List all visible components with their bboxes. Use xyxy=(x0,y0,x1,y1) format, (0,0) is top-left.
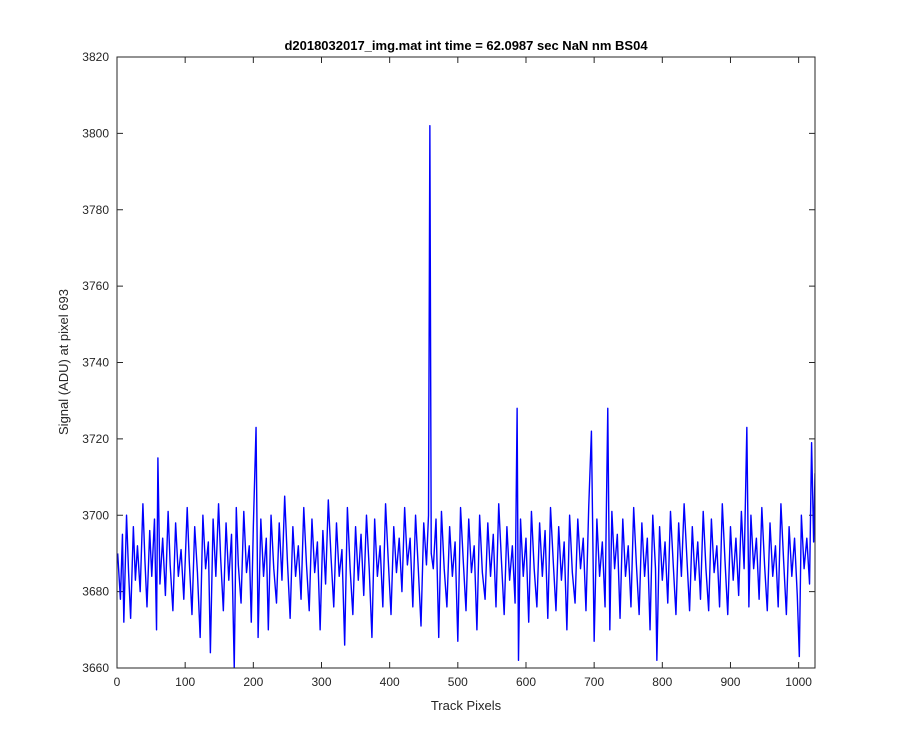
y-tick-label: 3700 xyxy=(82,508,109,522)
chart-title: d2018032017_img.mat int time = 62.0987 s… xyxy=(284,38,648,53)
y-tick-label: 3800 xyxy=(82,126,109,140)
y-axis-label: Signal (ADU) at pixel 693 xyxy=(56,289,71,435)
y-tick-label: 3720 xyxy=(82,432,109,446)
x-tick-label: 600 xyxy=(516,675,536,689)
tick-marks xyxy=(116,56,815,669)
x-tick-label: 1000 xyxy=(785,675,812,689)
y-tick-label: 3760 xyxy=(82,279,109,293)
y-tick-labels: 3660 3680 3700 3720 3740 3760 3780 3800 3820 xyxy=(82,50,109,675)
x-tick-label: 700 xyxy=(584,675,604,689)
y-tick-label: 3820 xyxy=(82,50,109,64)
x-tick-label: 200 xyxy=(243,675,263,689)
x-axis-label: Track Pixels xyxy=(431,698,502,713)
y-tick-label: 3740 xyxy=(82,356,109,370)
x-tick-label: 800 xyxy=(652,675,672,689)
x-tick-label: 300 xyxy=(311,675,331,689)
x-tick-label: 400 xyxy=(380,675,400,689)
y-tick-label: 3780 xyxy=(82,203,109,217)
y-tick-label: 3660 xyxy=(82,661,109,675)
x-tick-label: 0 xyxy=(114,675,121,689)
series-line-0 xyxy=(117,125,815,668)
x-tick-label: 100 xyxy=(175,675,195,689)
axes-frame xyxy=(116,56,816,669)
x-tick-label: 900 xyxy=(720,675,740,689)
series-layer xyxy=(117,125,815,668)
y-tick-label: 3680 xyxy=(82,585,109,599)
x-tick-label: 500 xyxy=(448,675,468,689)
x-tick-labels: 0 100 200 300 400 500 600 700 800 900 1000 xyxy=(114,675,813,689)
